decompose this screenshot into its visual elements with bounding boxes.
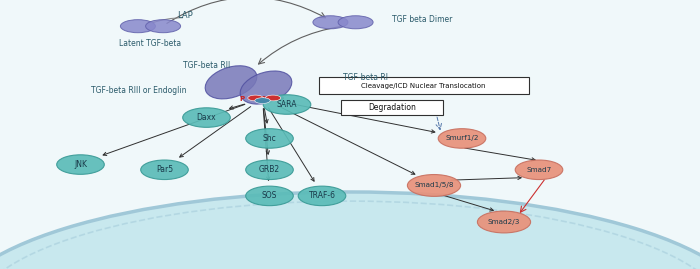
Ellipse shape <box>57 155 104 174</box>
Text: TGF-beta RII: TGF-beta RII <box>183 61 230 70</box>
Text: TRAF-6: TRAF-6 <box>309 192 335 200</box>
Ellipse shape <box>240 71 292 104</box>
Ellipse shape <box>298 186 346 206</box>
Ellipse shape <box>120 20 155 33</box>
Ellipse shape <box>255 98 270 104</box>
Text: Par5: Par5 <box>156 165 173 174</box>
Text: P: P <box>239 96 244 102</box>
Ellipse shape <box>265 95 281 101</box>
Text: LAP: LAP <box>178 11 193 20</box>
Text: JNK: JNK <box>74 160 87 169</box>
FancyBboxPatch shape <box>341 100 443 115</box>
Ellipse shape <box>146 20 181 33</box>
Text: Daxx: Daxx <box>197 113 216 122</box>
Text: TGF-beta RI: TGF-beta RI <box>343 73 388 82</box>
Ellipse shape <box>263 95 311 114</box>
Text: SARA: SARA <box>276 100 298 109</box>
Ellipse shape <box>205 66 257 99</box>
Ellipse shape <box>183 108 230 127</box>
Ellipse shape <box>0 192 700 269</box>
Text: Latent TGF-beta: Latent TGF-beta <box>120 39 181 48</box>
Text: TGF beta Dimer: TGF beta Dimer <box>392 15 452 24</box>
Ellipse shape <box>515 160 563 179</box>
Text: GRB2: GRB2 <box>259 165 280 174</box>
FancyBboxPatch shape <box>318 77 528 94</box>
Text: SOS: SOS <box>262 192 277 200</box>
Ellipse shape <box>246 186 293 206</box>
Text: Cleavage/ICD Nuclear Translocation: Cleavage/ICD Nuclear Translocation <box>361 83 486 89</box>
Text: Shc: Shc <box>262 134 276 143</box>
Ellipse shape <box>246 129 293 148</box>
Text: Smad2/3: Smad2/3 <box>488 219 520 225</box>
Ellipse shape <box>313 16 348 29</box>
FancyBboxPatch shape <box>0 8 700 102</box>
Ellipse shape <box>438 129 486 148</box>
Ellipse shape <box>477 211 531 233</box>
Ellipse shape <box>141 160 188 179</box>
Ellipse shape <box>246 160 293 179</box>
Text: Smad7: Smad7 <box>526 167 552 173</box>
Text: TGF-beta RIII or Endoglin: TGF-beta RIII or Endoglin <box>91 86 186 95</box>
Text: Smurf1/2: Smurf1/2 <box>445 136 479 141</box>
Ellipse shape <box>248 95 263 101</box>
Text: Degradation: Degradation <box>368 103 416 112</box>
Text: P: P <box>260 96 265 102</box>
Ellipse shape <box>407 175 461 196</box>
Text: Smad1/5/8: Smad1/5/8 <box>414 182 454 189</box>
Ellipse shape <box>338 16 373 29</box>
